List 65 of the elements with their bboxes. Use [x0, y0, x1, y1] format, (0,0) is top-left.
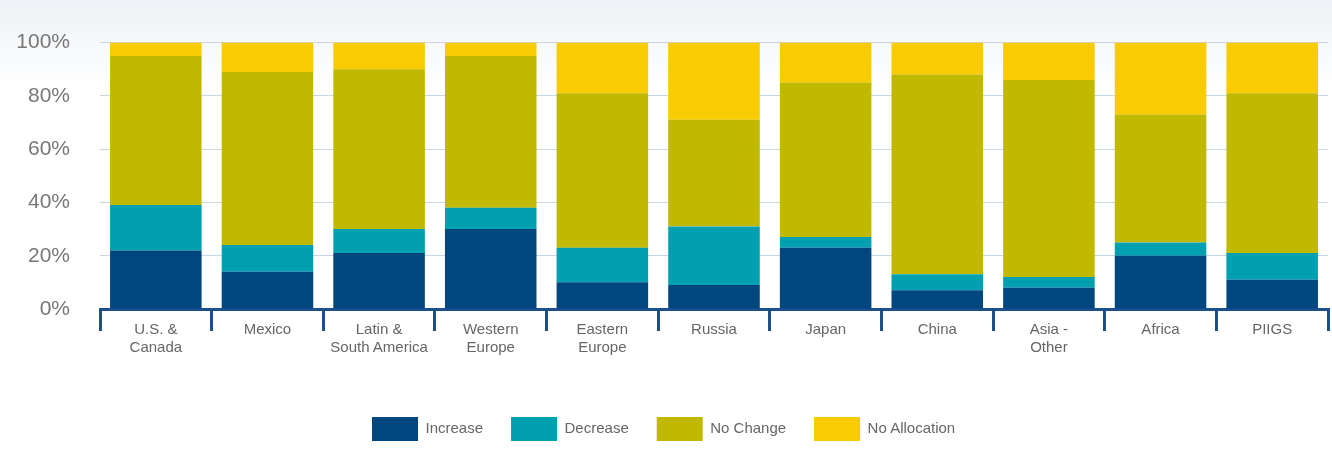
bar — [110, 250, 202, 309]
x-tick-label: Africa — [1141, 320, 1181, 338]
bar — [891, 274, 984, 291]
bar — [556, 93, 649, 248]
bar — [110, 55, 202, 206]
legend-label: Decrease — [564, 419, 629, 437]
x-tick-label: China — [917, 320, 958, 338]
bar — [1226, 253, 1318, 280]
bar — [891, 42, 984, 75]
y-tick-label: 20% — [27, 242, 70, 266]
bar — [444, 55, 537, 208]
x-tick-label: Russia — [691, 320, 738, 338]
y-tick-label: 80% — [27, 82, 70, 106]
y-tick-label: 100% — [16, 29, 70, 53]
bar — [1114, 242, 1207, 256]
bar — [221, 245, 314, 272]
bar — [444, 229, 537, 309]
bar — [1003, 277, 1095, 288]
bar — [333, 253, 425, 309]
legend-label: No Allocation — [867, 419, 956, 437]
y-tick-label: 40% — [27, 189, 70, 213]
bar — [1226, 42, 1318, 94]
bar — [444, 42, 537, 56]
bar — [1003, 287, 1095, 309]
bar — [1114, 42, 1207, 115]
bar — [779, 237, 872, 248]
x-tick-label: U.S. & Canada — [129, 320, 183, 356]
bar — [891, 74, 984, 275]
bar — [221, 71, 314, 246]
bar — [221, 42, 314, 72]
y-tick-label: 60% — [27, 135, 70, 159]
bar — [668, 285, 760, 309]
bar — [668, 119, 760, 227]
bar — [333, 229, 425, 254]
bar — [779, 42, 872, 83]
bar — [1226, 93, 1318, 254]
bar — [668, 42, 760, 120]
bar — [221, 271, 314, 309]
x-tick-label: Western Europe — [462, 320, 519, 356]
bar — [110, 205, 202, 251]
bar — [556, 282, 649, 309]
bar — [333, 42, 425, 70]
bar — [556, 247, 649, 283]
bar — [668, 226, 760, 286]
legend-label: No Change — [710, 419, 787, 437]
x-tick-label: Mexico — [243, 320, 292, 338]
bar — [110, 42, 202, 56]
legend-label: Increase — [425, 419, 484, 437]
bar — [1003, 79, 1095, 278]
bar — [891, 290, 984, 309]
bar — [779, 247, 872, 309]
y-tick-label: 0% — [39, 295, 70, 319]
bar — [556, 42, 649, 94]
x-tick-label: Eastern Europe — [576, 320, 629, 356]
x-tick-label: Latin & South America — [330, 320, 429, 356]
x-tick-label: Japan — [805, 320, 847, 338]
bar — [333, 69, 425, 230]
x-tick-label: PIIGS — [1252, 320, 1293, 338]
bar — [779, 82, 872, 238]
bar — [1003, 42, 1095, 80]
bar — [1114, 255, 1207, 309]
bar — [444, 207, 537, 230]
bar — [1114, 114, 1207, 243]
bar — [1226, 279, 1318, 309]
x-tick-label: Asia - Other — [1029, 320, 1069, 356]
